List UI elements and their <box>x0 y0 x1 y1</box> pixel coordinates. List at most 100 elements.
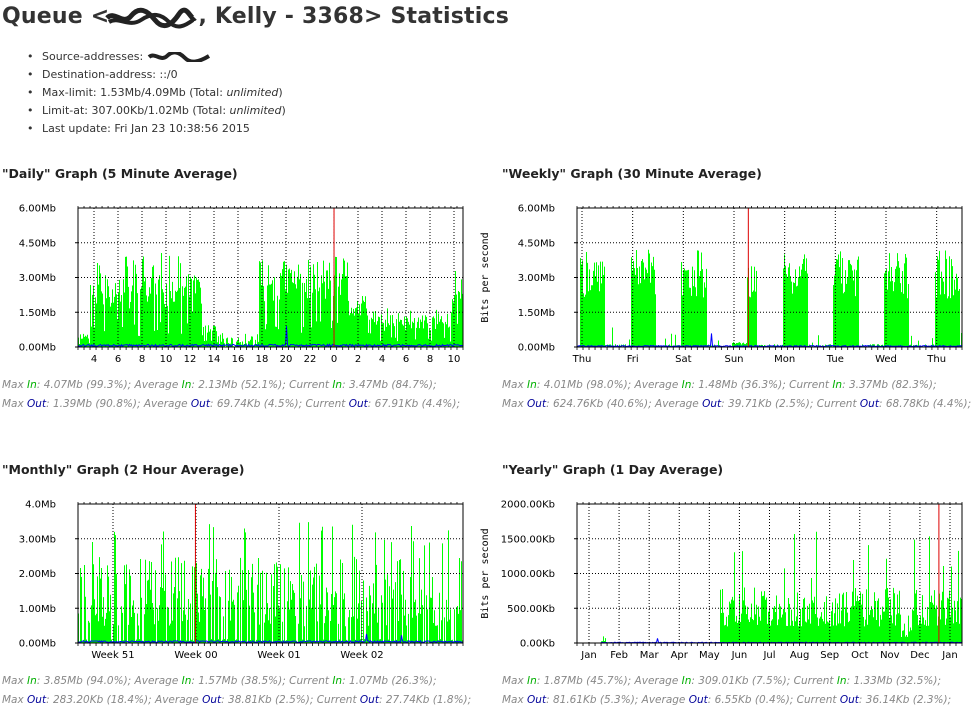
stats-text: : 3.85Mb (94.0%); Average <box>36 675 182 687</box>
series-name: In <box>27 379 37 391</box>
x-tick-label: Nov <box>880 650 900 661</box>
stats-out-line: Max Out: 81.61Kb (5.3%); Average Out: 6.… <box>502 691 951 710</box>
x-tick-label: Jun <box>731 650 748 661</box>
monthly-stats: Max In: 3.85Mb (94.0%); Average In: 1.57… <box>2 672 471 710</box>
x-tick-label: Feb <box>610 650 628 661</box>
x-tick-label: 16 <box>232 354 245 365</box>
stats-text: : 309.01Kb (7.5%); Current <box>691 675 837 687</box>
stats-text: : 81.61Kb (5.3%); Average <box>546 694 689 706</box>
y-tick-label: 0.00Kb <box>520 639 555 650</box>
y-tick-label: 1500.00Kb <box>501 534 555 545</box>
stats-text: : 67.91Kb (4.4%); <box>367 398 460 410</box>
series-name: Out <box>348 398 368 410</box>
series-name: Out <box>859 398 879 410</box>
stats-text: : 4.07Mb (99.3%); Average <box>36 379 182 391</box>
stats-text: Max <box>2 379 28 391</box>
series-name: Out <box>202 694 222 706</box>
series-name: Out <box>527 398 547 410</box>
series-name: Out <box>190 398 210 410</box>
weekly-graph: 0.00Mb 1.50Mb 3.00Mb 4.50Mb 6.00Mb Thu Fri Sat S… <box>480 204 963 365</box>
stats-in-line: Max In: 3.85Mb (94.0%); Average In: 1.57… <box>2 672 471 691</box>
series-name: In <box>527 675 537 687</box>
info-max-limit: Max-limit: 1.53Mb/4.09Mb (Total: unlimit… <box>24 84 286 102</box>
stats-text: Max <box>2 694 28 706</box>
series-name: In <box>181 675 192 687</box>
x-tick-label: 10 <box>448 354 461 365</box>
y-tick-label: 6.00Mb <box>518 204 555 215</box>
stats-text: : 1.87Mb (45.7%); Average <box>536 675 682 687</box>
x-tick-label: 4 <box>91 354 97 365</box>
y-tick-label: 1.50Mb <box>19 308 56 319</box>
series-name: Out <box>527 694 547 706</box>
weekly-stats: Max In: 4.01Mb (98.0%); Average In: 1.48… <box>502 376 971 414</box>
x-tick-label: Mar <box>640 650 660 661</box>
stats-text: : 1.48Mb (36.3%); Current <box>691 379 833 391</box>
series-name: Out <box>688 694 708 706</box>
stats-text: : 4.01Mb (98.0%); Average <box>536 379 682 391</box>
y-tick-label: 3.00Mb <box>19 534 56 545</box>
series-name: In <box>332 675 343 687</box>
info-destination: Destination-address: ::/0 <box>24 66 286 84</box>
x-tick-label: 22 <box>304 354 317 365</box>
stats-text: Max <box>2 675 28 687</box>
stats-text: Max <box>502 398 528 410</box>
series-out-line <box>78 326 463 348</box>
x-tick-label: 2 <box>355 354 361 365</box>
stats-text: : 27.74Kb (1.8%); <box>378 694 472 706</box>
x-tick-label: 8 <box>427 354 433 365</box>
x-tick-label: 20 <box>280 354 293 365</box>
y-tick-label: 6.00Mb <box>19 204 56 215</box>
series-name: In <box>181 379 192 391</box>
y-axis-label: Bits per second <box>480 528 491 618</box>
x-tick-label: Wed <box>875 354 897 365</box>
stats-in-line: Max In: 1.87Mb (45.7%); Average In: 309.… <box>502 672 951 691</box>
x-tick-label: Tue <box>826 354 844 365</box>
series-name: In <box>332 379 343 391</box>
plot-frame <box>77 503 464 644</box>
series-name: In <box>832 379 843 391</box>
y-tick-label: 4.50Mb <box>19 238 56 249</box>
y-tick-label: 1.50Mb <box>518 308 555 319</box>
stats-text: : 68.78Kb (4.4%); <box>878 398 972 410</box>
stats-out-line: Max Out: 624.76Kb (40.6%); Average Out: … <box>502 395 971 414</box>
series-name: In <box>527 379 537 391</box>
stats-out-line: Max Out: 1.39Mb (90.8%); Average Out: 69… <box>2 395 460 414</box>
x-tick-label: 12 <box>184 354 197 365</box>
series-name: In <box>27 675 37 687</box>
stats-text: Max <box>502 694 528 706</box>
x-tick-label: Fri <box>627 354 639 365</box>
queue-info-list: Source-addresses: Destination-address: :… <box>24 48 286 138</box>
stats-text: : 38.81Kb (2.5%); Current <box>221 694 360 706</box>
stats-text: Max <box>2 398 28 410</box>
stats-text: : 3.37Mb (82.3%); <box>842 379 937 391</box>
x-tick-label: 14 <box>208 354 221 365</box>
stats-text: : 69.74Kb (4.5%); Current <box>209 398 349 410</box>
series-name: In <box>681 379 692 391</box>
x-tick-label: Sun <box>724 354 743 365</box>
stats-text: : 624.76Kb (40.6%); Average <box>546 398 703 410</box>
info-limit-at: Limit-at: 307.00Kb/1.02Mb (Total: unlimi… <box>24 102 286 120</box>
y-tick-label: 0.00Mb <box>19 639 56 650</box>
title-prefix: Queue < <box>2 4 110 29</box>
y-tick-label: 500.00Kb <box>507 604 555 615</box>
y-tick-label: 4.0Mb <box>25 500 56 511</box>
redacted-source <box>147 52 210 62</box>
y-tick-label: 2000.00Kb <box>501 500 555 511</box>
daily-stats: Max In: 4.07Mb (99.3%); Average In: 2.13… <box>2 376 460 414</box>
x-tick-label: Apr <box>671 650 689 661</box>
x-tick-label: Dec <box>910 650 929 661</box>
info-last-update: Last update: Fri Jan 23 10:38:56 2015 <box>24 120 286 138</box>
monthly-graph-title: "Monthly" Graph (2 Hour Average) <box>2 462 245 477</box>
stats-text: Max <box>502 379 528 391</box>
x-tick-label: Thu <box>572 354 592 365</box>
series-name: In <box>836 675 847 687</box>
page-title: Queue <Xxxxxx, Kelly - 3368> Statistics <box>2 4 509 29</box>
x-tick-label: Jan <box>941 650 957 661</box>
x-tick-label: Jul <box>762 650 775 661</box>
series-name: Out <box>27 398 47 410</box>
stats-text: : 6.55Kb (0.4%); Current <box>707 694 840 706</box>
stats-text: : 39.71Kb (2.5%); Current <box>721 398 860 410</box>
x-tick-label: Week 51 <box>91 650 134 661</box>
stats-out-line: Max Out: 283.20Kb (18.4%); Average Out: … <box>2 691 471 710</box>
x-tick-label: 6 <box>403 354 409 365</box>
